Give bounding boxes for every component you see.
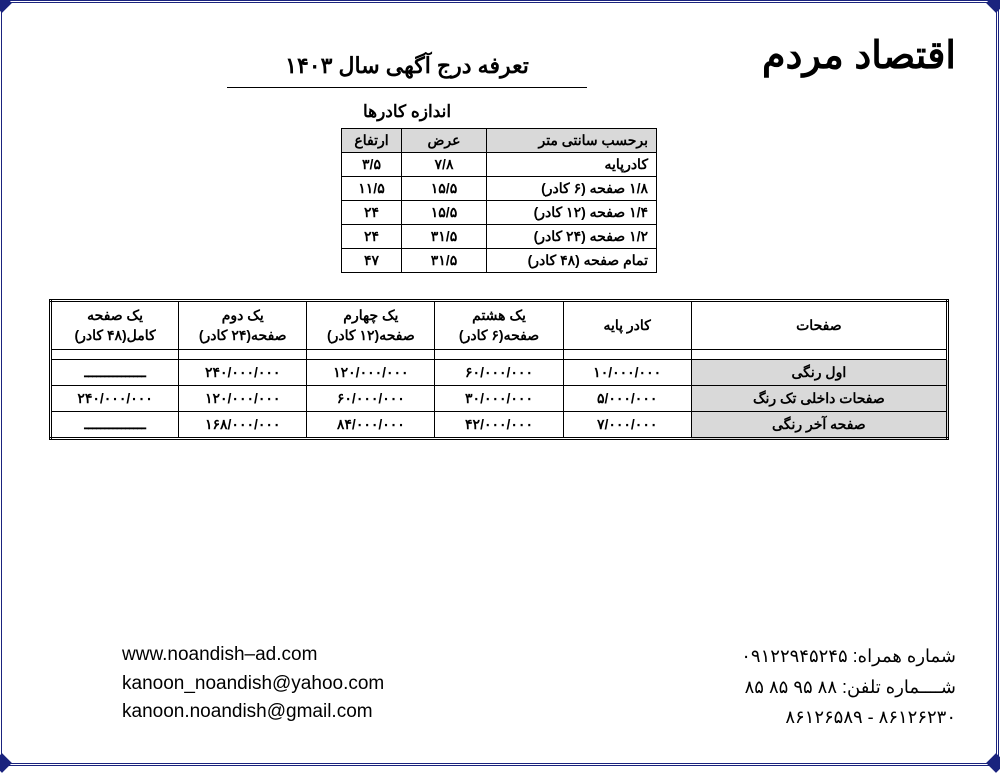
prices-header-full: یک صفحه کامل(۴۸ کادر) xyxy=(52,301,180,350)
contacts-fa: شماره همراه: ۰۹۱۲۲۹۴۵۲۴۵ شــــماره تلفن:… xyxy=(742,641,957,733)
label: شــــماره تلفن: xyxy=(843,677,957,697)
prices-table: صفحات کادر پایه یک هشتم صفحه(۶ کادر) یک … xyxy=(50,299,950,440)
cell: ۴۲/۰۰۰/۰۰۰ xyxy=(436,412,564,439)
row-label: اول رنگی xyxy=(692,360,948,386)
sizes-title: اندازه کادرها xyxy=(113,102,703,122)
footer: شماره همراه: ۰۹۱۲۲۹۴۵۲۴۵ شــــماره تلفن:… xyxy=(43,641,957,733)
table-row: ۱/۸ صفحه (۶ کادر) ۱۵/۵ ۱۱/۵ xyxy=(343,177,658,201)
brand-title: اقتصاد مردم xyxy=(763,33,957,78)
cell: ۲۴ xyxy=(343,201,403,225)
prices-table-wrap: صفحات کادر پایه یک هشتم صفحه(۶ کادر) یک … xyxy=(33,299,967,440)
title-block: تعرفه درج آگهی سال ۱۴۰۳ اندازه کادرها xyxy=(113,23,703,122)
cell: ۳/۵ xyxy=(343,153,403,177)
sizes-table: برحسب سانتی متر عرض ارتفاع کادرپایه ۷/۸ … xyxy=(342,128,658,273)
cell: ۱/۴ صفحه (۱۲ کادر) xyxy=(488,201,658,225)
prices-header-eighth: یک هشتم صفحه(۶ کادر) xyxy=(436,301,564,350)
corner-decoration xyxy=(987,0,1000,13)
cell: ۱/۲ صفحه (۲۴ کادر) xyxy=(488,225,658,249)
corner-decoration xyxy=(0,753,13,773)
corner-decoration xyxy=(987,753,1000,773)
sizes-header-desc: برحسب سانتی متر xyxy=(488,129,658,153)
title-rule xyxy=(228,87,588,88)
email: kanoon_noandish@yahoo.com xyxy=(123,670,385,699)
cell: ۳۱/۵ xyxy=(403,225,488,249)
cell: ۱۵/۵ xyxy=(403,201,488,225)
table-row: صفحه آخر رنگی ۷/۰۰۰/۰۰۰ ۴۲/۰۰۰/۰۰۰ ۸۴/۰۰… xyxy=(52,412,949,439)
prices-header-pages: صفحات xyxy=(692,301,948,350)
table-row: صفحات داخلی تک رنگ ۵/۰۰۰/۰۰۰ ۳۰/۰۰۰/۰۰۰ … xyxy=(52,386,949,412)
prices-header-quarter: یک چهارم صفحه(۱۲ کادر) xyxy=(308,301,436,350)
label: صفحه(۶ کادر) xyxy=(460,327,540,343)
cell: ۱۱/۵ xyxy=(343,177,403,201)
value: ۰۹۱۲۲۹۴۵۲۴۵ xyxy=(742,646,848,666)
value: ۸۸ ۹۵ ۸۵ ۸۵ xyxy=(746,677,838,697)
table-row: ۱/۴ صفحه (۱۲ کادر) ۱۵/۵ ۲۴ xyxy=(343,201,658,225)
mobile-line: شماره همراه: ۰۹۱۲۲۹۴۵۲۴۵ xyxy=(742,641,957,672)
table-row: تمام صفحه (۴۸ کادر) ۳۱/۵ ۴۷ xyxy=(343,249,658,273)
cell: ۳۰/۰۰۰/۰۰۰ xyxy=(436,386,564,412)
label: یک هشتم xyxy=(473,307,527,323)
table-row: کادرپایه ۷/۸ ۳/۵ xyxy=(343,153,658,177)
cell: ۲۴۰/۰۰۰/۰۰۰ xyxy=(180,360,308,386)
cell: ۶۰/۰۰۰/۰۰۰ xyxy=(308,386,436,412)
contacts-en: www.noandish–ad.com kanoon_noandish@yaho… xyxy=(43,641,385,733)
cell: تمام صفحه (۴۸ کادر) xyxy=(488,249,658,273)
spacer-row xyxy=(52,350,949,360)
cell: ۱/۸ صفحه (۶ کادر) xyxy=(488,177,658,201)
label: یک دوم xyxy=(223,307,265,323)
cell: ۲۴۰/۰۰۰/۰۰۰ xyxy=(52,386,180,412)
cell: ۴۷ xyxy=(343,249,403,273)
cell: ۳۱/۵ xyxy=(403,249,488,273)
label: صفحه(۲۴ کادر) xyxy=(200,327,288,343)
cell: ۶۰/۰۰۰/۰۰۰ xyxy=(436,360,564,386)
cell: ـــــــــــــــ xyxy=(52,412,180,439)
table-row: برحسب سانتی متر عرض ارتفاع xyxy=(343,129,658,153)
cell: ۱۲۰/۰۰۰/۰۰۰ xyxy=(180,386,308,412)
cell: ـــــــــــــــ xyxy=(52,360,180,386)
website: www.noandish–ad.com xyxy=(123,641,385,670)
phone-line-2: ۸۶۱۲۶۲۳۰ - ۸۶۱۲۶۵۸۹ xyxy=(742,702,957,733)
cell: ۷/۸ xyxy=(403,153,488,177)
cell: ۱۰/۰۰۰/۰۰۰ xyxy=(564,360,692,386)
row-label: صفحات داخلی تک رنگ xyxy=(692,386,948,412)
sizes-table-wrap: برحسب سانتی متر عرض ارتفاع کادرپایه ۷/۸ … xyxy=(33,128,967,273)
label: شماره همراه: xyxy=(854,646,957,666)
row-label: صفحه آخر رنگی xyxy=(692,412,948,439)
cell: کادرپایه xyxy=(488,153,658,177)
label: یک چهارم xyxy=(344,307,399,323)
header: اقتصاد مردم تعرفه درج آگهی سال ۱۴۰۳ اندا… xyxy=(33,23,967,122)
cell: ۱۵/۵ xyxy=(403,177,488,201)
cell: ۸۴/۰۰۰/۰۰۰ xyxy=(308,412,436,439)
main-title: تعرفه درج آگهی سال ۱۴۰۳ xyxy=(113,53,703,79)
table-row: صفحات کادر پایه یک هشتم صفحه(۶ کادر) یک … xyxy=(52,301,949,350)
table-row: اول رنگی ۱۰/۰۰۰/۰۰۰ ۶۰/۰۰۰/۰۰۰ ۱۲۰/۰۰۰/۰… xyxy=(52,360,949,386)
cell: ۱۶۸/۰۰۰/۰۰۰ xyxy=(180,412,308,439)
cell: ۷/۰۰۰/۰۰۰ xyxy=(564,412,692,439)
label: صفحه(۱۲ کادر) xyxy=(328,327,416,343)
prices-header-base: کادر پایه xyxy=(564,301,692,350)
corner-decoration xyxy=(0,0,13,13)
prices-header-half: یک دوم صفحه(۲۴ کادر) xyxy=(180,301,308,350)
label: یک صفحه xyxy=(88,307,144,323)
phone-line: شــــماره تلفن: ۸۸ ۹۵ ۸۵ ۸۵ xyxy=(742,672,957,703)
email: kanoon.noandish@gmail.com xyxy=(123,698,385,727)
cell: ۱۲۰/۰۰۰/۰۰۰ xyxy=(308,360,436,386)
table-row: ۱/۲ صفحه (۲۴ کادر) ۳۱/۵ ۲۴ xyxy=(343,225,658,249)
cell: ۲۴ xyxy=(343,225,403,249)
cell: ۵/۰۰۰/۰۰۰ xyxy=(564,386,692,412)
sizes-header-height: ارتفاع xyxy=(343,129,403,153)
document-page: اقتصاد مردم تعرفه درج آگهی سال ۱۴۰۳ اندا… xyxy=(0,0,1000,766)
label: کامل(۴۸ کادر) xyxy=(75,327,156,343)
sizes-header-width: عرض xyxy=(403,129,488,153)
